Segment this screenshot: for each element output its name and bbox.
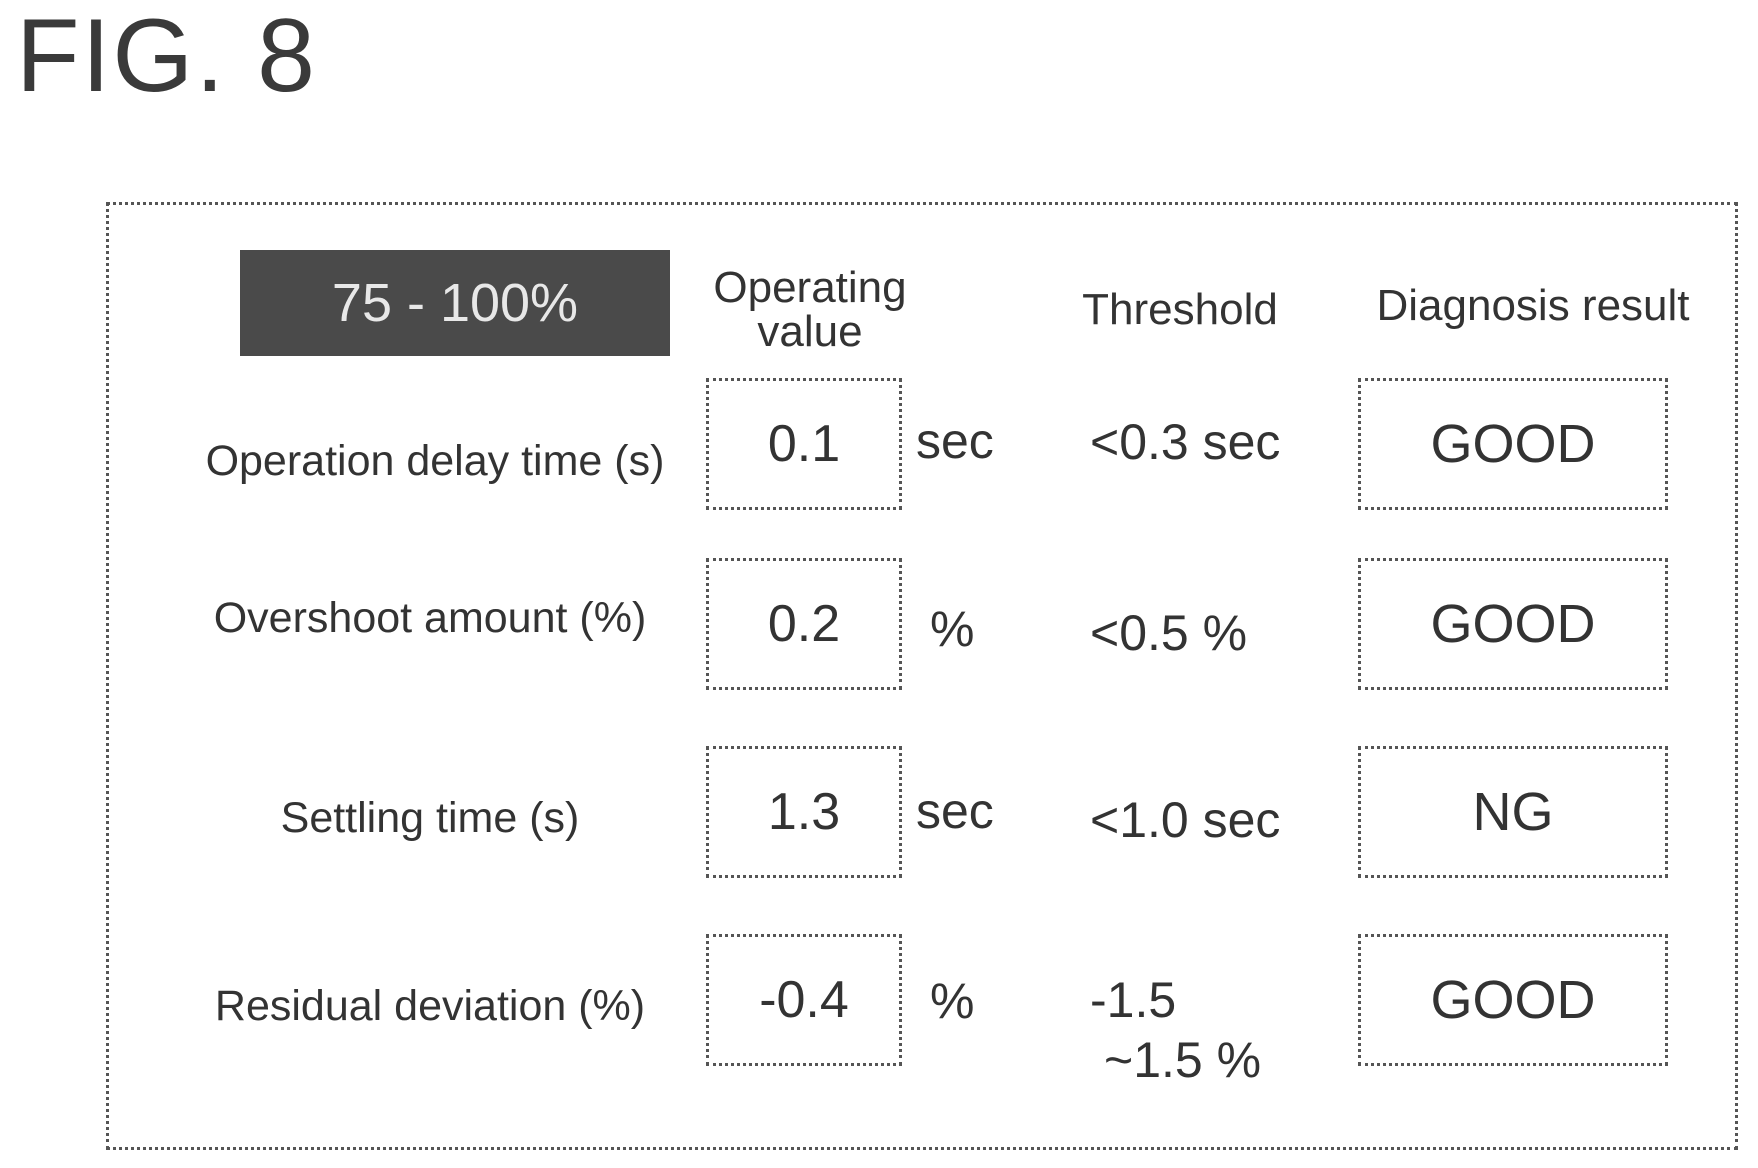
unit-operation-delay: sec [916, 413, 994, 469]
header-diagnosis-result: Diagnosis result [1376, 281, 1690, 330]
result-box-residual-deviation: GOOD [1358, 934, 1668, 1066]
threshold-settling-time-line1: <1.0 sec [1090, 792, 1281, 848]
threshold-operation-delay-line1: <0.3 sec [1090, 414, 1281, 470]
threshold-settling-time: <1.0 sec [1090, 790, 1280, 850]
header-threshold: Threshold [1082, 285, 1278, 334]
threshold-residual-deviation-line2: ~1.5 % [1104, 1032, 1262, 1088]
unit-settling-time: sec [916, 783, 994, 839]
value-box-settling-time: 1.3 [706, 746, 902, 878]
range-badge: 75 - 100% [240, 250, 670, 356]
result-box-settling-time: NG [1358, 746, 1668, 878]
figure-label: FIG. 8 [16, 0, 317, 114]
result-box-operation-delay: GOOD [1358, 378, 1668, 510]
threshold-residual-deviation-line1: -1.5 [1090, 972, 1177, 1028]
threshold-residual-deviation: -1.5 ~1.5 % [1090, 970, 1261, 1090]
threshold-operation-delay: <0.3 sec [1090, 412, 1280, 472]
value-box-residual-deviation: -0.4 [706, 934, 902, 1066]
threshold-overshoot: <0.5 % [1090, 603, 1247, 663]
header-operating-value: Operating value [700, 266, 920, 354]
value-box-overshoot: 0.2 [706, 558, 902, 690]
row-label-residual-deviation: Residual deviation (%) [214, 982, 646, 1030]
header-operating-value-line1: Operating [713, 263, 907, 312]
unit-overshoot: % [930, 601, 975, 657]
threshold-overshoot-line1: <0.5 % [1090, 605, 1248, 661]
unit-residual-deviation: % [930, 973, 975, 1029]
value-box-operation-delay: 0.1 [706, 378, 902, 510]
row-label-operation-delay: Operation delay time (s) [205, 437, 665, 485]
diagnosis-panel [106, 202, 1738, 1150]
row-label-settling-time: Settling time (s) [280, 794, 580, 842]
result-box-overshoot: GOOD [1358, 558, 1668, 690]
header-operating-value-line2: value [757, 307, 863, 356]
row-label-overshoot: Overshoot amount (%) [213, 594, 647, 642]
